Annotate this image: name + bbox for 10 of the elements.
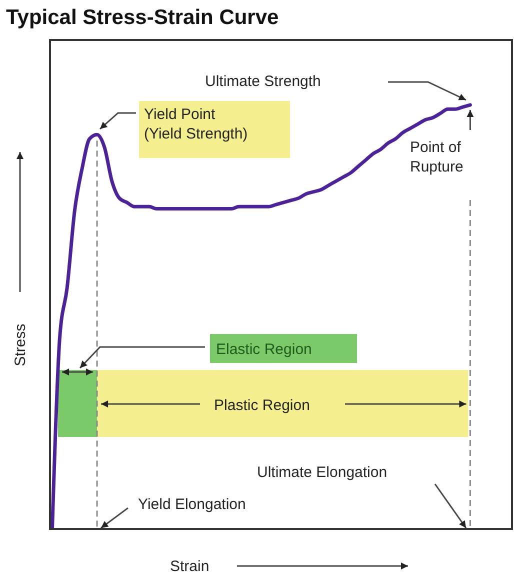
annotation: Yield Elongation [138, 496, 246, 513]
y-axis-title: Stress [12, 324, 29, 366]
text: Ultimate Strength [205, 73, 321, 90]
annotation: Yield Point (Yield Strength) [144, 106, 248, 142]
annotation: Ultimate Elongation [257, 464, 388, 481]
annotation: Point of Rupture [410, 139, 464, 176]
x-axis-title: Strain [170, 558, 210, 575]
annotation: Plastic Region [214, 397, 310, 414]
annotation: Elastic Region [216, 341, 312, 358]
chart-title: Typical Stress-Strain Curve [6, 6, 279, 29]
